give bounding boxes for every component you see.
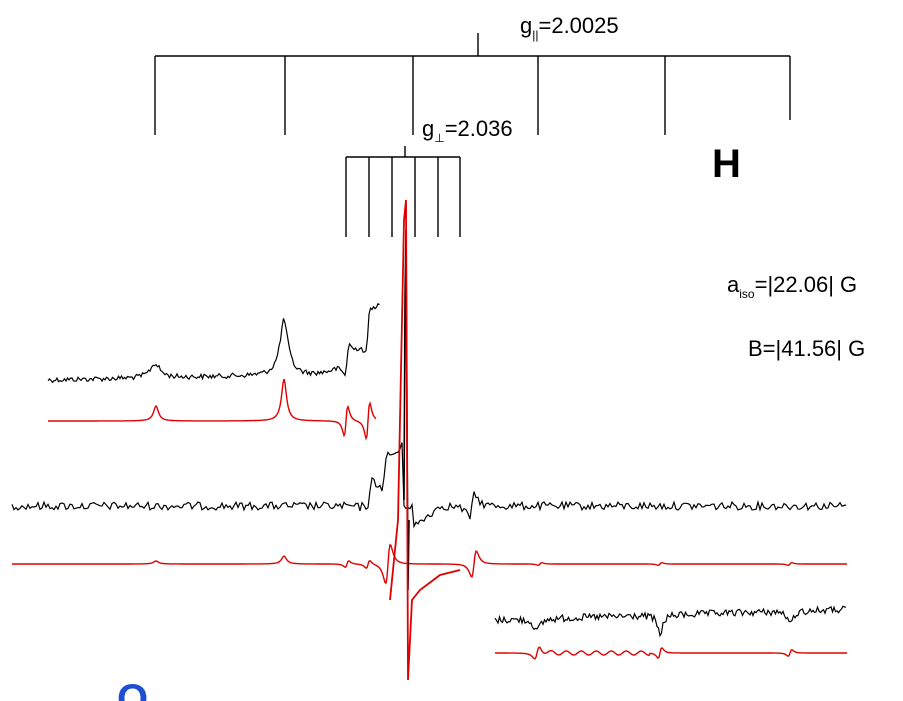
g-parallel-label: g||=2.0025 (520, 13, 619, 42)
g-perpendicular-value: =2.036 (445, 116, 513, 141)
series-middle-experimental (11, 442, 847, 529)
g-perpendicular-base: g (422, 116, 434, 141)
a-iso-label: aiso=|22.06| G (727, 272, 857, 301)
a-iso-sub: iso (739, 287, 755, 301)
series-upper-experimental (47, 303, 380, 384)
b-parameter-label: B=|41.56| G (748, 336, 865, 361)
g-perpendicular-sub: ⊥ (434, 131, 444, 145)
g-parallel-base: g (520, 13, 532, 38)
stick-diagram-parallel (154, 33, 791, 135)
stick-diagram-perpendicular (345, 146, 461, 237)
series-lower-experimental (494, 605, 847, 638)
panel-letter: H (712, 142, 741, 186)
series-lower-simulated (495, 646, 847, 660)
a-iso-base: a (727, 272, 740, 297)
central-line-simulated (389, 199, 461, 681)
g-perpendicular-label: g⊥=2.036 (422, 116, 513, 145)
g-parallel-value: =2.0025 (538, 13, 618, 38)
a-iso-value: =|22.06| G (755, 272, 858, 297)
series-upper-simulated (48, 378, 377, 441)
corner-letter: O (117, 677, 148, 701)
g-parallel-sub: || (532, 28, 538, 42)
series-middle-simulated (12, 543, 847, 585)
